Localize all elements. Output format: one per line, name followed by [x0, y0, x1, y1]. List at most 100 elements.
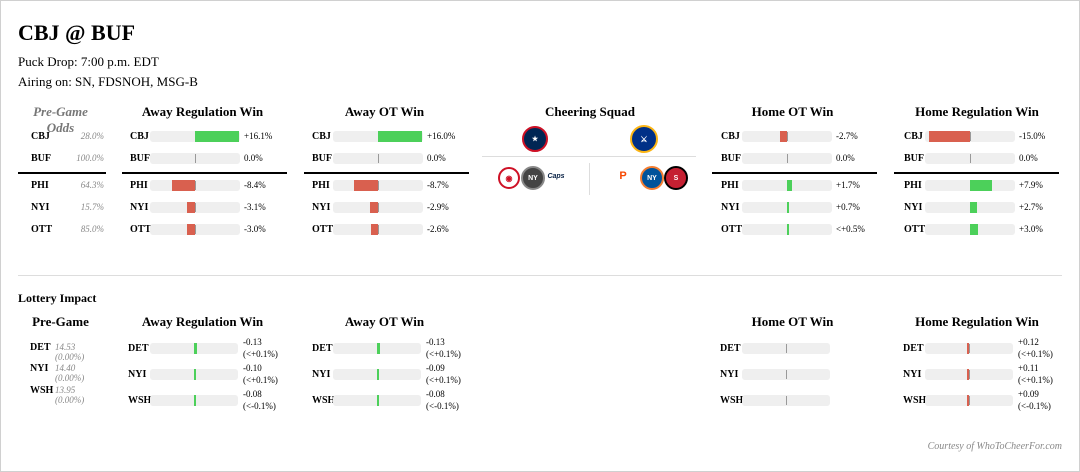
away-ot-win-heading: Away OT Win: [344, 104, 425, 119]
columbus-blue-jackets-logo: ★: [522, 126, 548, 152]
away-ot-team-label: NYI: [312, 202, 331, 213]
pre-game-team-label: OTT: [31, 224, 53, 235]
lottery-pre-game-heading: Pre-Game: [32, 314, 89, 329]
bar-center-line: [969, 396, 970, 405]
away-regulation-bar-track: [150, 180, 240, 191]
away-regulation-bar-track: [150, 131, 240, 142]
lottery-home-ot-bar-track: [742, 395, 830, 406]
home-regulation-value: +2.7%: [1019, 202, 1043, 212]
away-ot-team-label: CBJ: [312, 131, 331, 142]
home-regulation-win-heading: Home Regulation Win: [915, 104, 1039, 119]
lottery-home-ot-team-label: NYI: [720, 369, 739, 380]
away-regulation-win-heading: Away Regulation Win: [141, 104, 264, 119]
lottery-away-ot-percent: (<-0.1%): [426, 401, 459, 411]
lottery-pre-game-team-label: WSH: [30, 385, 54, 396]
lottery-home-ot-team-label: DET: [720, 343, 741, 354]
section-separator: [18, 275, 1062, 276]
away-regulation-team-label: CBJ: [130, 131, 149, 142]
away-regulation-value: -8.4%: [244, 180, 266, 190]
away-ot-bar-fill: [354, 180, 378, 191]
home-ot-team-label: CBJ: [721, 131, 740, 142]
courtesy-credit: Courtesy of WhoToCheerFor.com: [927, 441, 1062, 452]
away-ot-bar-fill: [370, 224, 378, 235]
lottery-home-regulation-bar-track: [925, 343, 1013, 354]
away-regulation-value: -3.1%: [244, 202, 266, 212]
away-regulation-team-label: NYI: [130, 202, 149, 213]
lottery-home-regulation-percent: (<-0.1%): [1018, 401, 1051, 411]
home-ot-bar-fill: [787, 224, 789, 235]
lottery-away-ot-team-label: DET: [312, 343, 333, 354]
home-ot-team-label: PHI: [721, 180, 739, 191]
lottery-away-ot-bar-track: [333, 343, 421, 354]
lottery-away-ot-bar-track: [333, 395, 421, 406]
lottery-away-regulation-bar-fill: [194, 369, 196, 380]
away-ot-value: +16.0%: [427, 131, 456, 141]
lottery-home-ot-bar-track: [742, 369, 830, 380]
home-ot-value: +1.7%: [836, 180, 860, 190]
home-regulation-bar-fill: [970, 180, 992, 191]
away-ot-value: -8.7%: [427, 180, 449, 190]
bar-center-line: [786, 344, 787, 353]
lottery-home-regulation-bar-fill: [967, 395, 969, 406]
divider-line: [18, 172, 106, 174]
lottery-away-regulation-value: -0.13: [243, 337, 262, 347]
away-regulation-team-label: OTT: [130, 224, 152, 235]
lottery-away-ot-value: -0.08: [426, 389, 445, 399]
lottery-impact-title: Lottery Impact: [18, 291, 97, 305]
away-ot-value: -2.6%: [427, 224, 449, 234]
lottery-home-regulation-percent: (<+0.1%): [1018, 349, 1053, 359]
lottery-home-regulation-bar-fill: [966, 343, 969, 354]
divider-line: [482, 156, 696, 157]
lottery-home-regulation-bar-track: [925, 395, 1013, 406]
bar-center-line: [378, 181, 379, 190]
pre-game-odds-value: 100.0%: [76, 153, 104, 163]
lottery-home-regulation-value: +0.11: [1018, 363, 1039, 373]
away-regulation-bar-track: [150, 202, 240, 213]
away-regulation-team-label: PHI: [130, 180, 148, 191]
home-ot-bar-track: [742, 224, 832, 235]
pre-game-team-label: BUF: [31, 153, 51, 164]
away-regulation-bar-track: [150, 224, 240, 235]
lottery-away-regulation-percent: (<-0.1%): [243, 401, 276, 411]
buffalo-sabres-logo: ⚔: [630, 125, 658, 153]
lottery-home-ot-team-label: WSH: [720, 395, 744, 406]
home-ot-value: <+0.5%: [836, 224, 865, 234]
bar-center-line: [378, 203, 379, 212]
lottery-away-ot-value: -0.09: [426, 363, 445, 373]
away-ot-bar-track: [333, 153, 423, 164]
home-ot-bar-track: [742, 180, 832, 191]
lottery-away-ot-team-label: NYI: [312, 369, 331, 380]
lottery-away-regulation-bar-fill: [194, 343, 197, 354]
away-ot-bar-track: [333, 180, 423, 191]
lottery-away-regulation-value: -0.08: [243, 389, 262, 399]
home-regulation-value: 0.0%: [1019, 153, 1038, 163]
lottery-home-regulation-team-label: DET: [903, 343, 924, 354]
lottery-home-regulation-win-heading: Home Regulation Win: [915, 314, 1039, 329]
lottery-away-regulation-win-heading: Away Regulation Win: [141, 314, 264, 329]
bar-center-line: [786, 370, 787, 379]
lottery-pre-game-team-label: DET: [30, 342, 51, 353]
washington-capitals-logo: Caps: [545, 168, 567, 184]
home-regulation-value: +3.0%: [1019, 224, 1043, 234]
away-ot-bar-fill: [378, 131, 422, 142]
lottery-home-regulation-percent: (<+0.1%): [1018, 375, 1053, 385]
lottery-away-ot-bar-fill: [377, 395, 379, 406]
bar-center-line: [378, 225, 379, 234]
divider-line: [122, 172, 287, 174]
home-regulation-bar-fill: [929, 131, 970, 142]
lottery-home-regulation-value: +0.12: [1018, 337, 1039, 347]
lottery-home-regulation-bar-track: [925, 369, 1013, 380]
home-ot-bar-fill: [787, 202, 789, 213]
divider-line: [894, 172, 1059, 174]
pre-game-odds-value: 64.3%: [80, 180, 104, 190]
lottery-pre-game-value: 14.53 (0.00%): [55, 342, 85, 362]
lottery-pre-game-value: 14.40 (0.00%): [55, 363, 85, 383]
home-regulation-bar-fill: [970, 224, 979, 235]
away-regulation-bar-fill: [172, 180, 195, 191]
bar-center-line: [970, 154, 971, 163]
home-ot-bar-track: [742, 153, 832, 164]
bar-center-line: [970, 132, 971, 141]
lottery-pre-game-team-label: NYI: [30, 363, 49, 374]
lottery-away-ot-percent: (<+0.1%): [426, 375, 461, 385]
pre-game-odds-value: 15.7%: [80, 202, 104, 212]
